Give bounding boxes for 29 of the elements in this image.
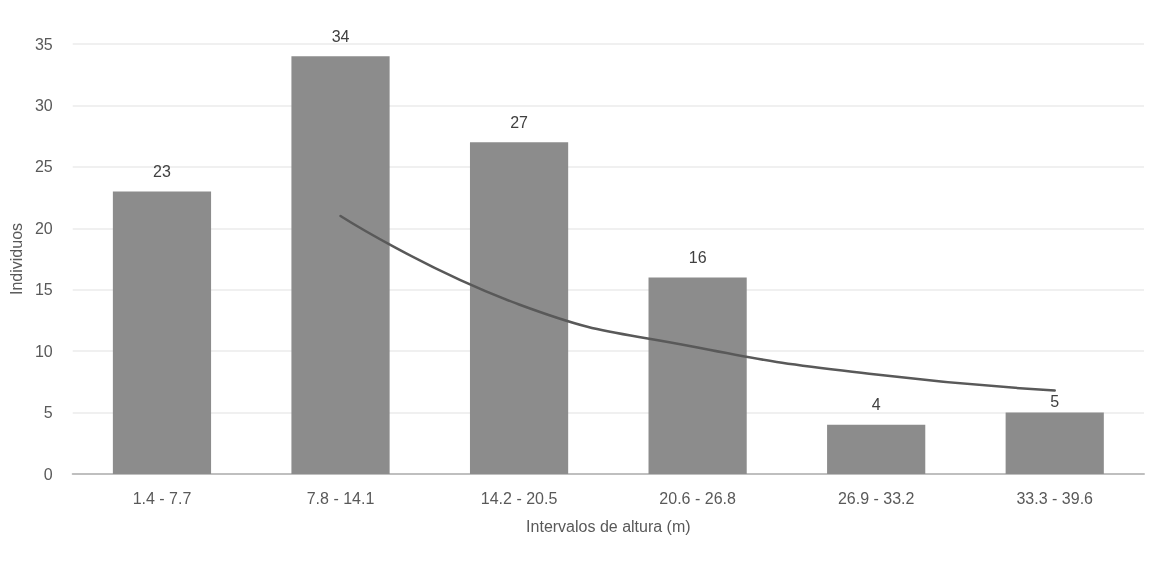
x-tick-label: 14.2 - 20.5 <box>480 489 558 507</box>
y-tick-label: 10 <box>34 342 53 360</box>
y-tick-label: 20 <box>34 219 53 237</box>
x-tick-label: 7.8 - 14.1 <box>306 489 375 507</box>
data-label: 16 <box>688 248 707 266</box>
x-tick-label: 1.4 - 7.7 <box>132 489 192 507</box>
bar <box>112 191 212 474</box>
y-tick-label: 30 <box>34 96 53 114</box>
x-tick-label: 26.9 - 33.2 <box>837 489 915 507</box>
line-series <box>339 214 1056 392</box>
data-label: 5 <box>1050 393 1060 411</box>
y-tick-label: 15 <box>34 281 53 299</box>
x-tick-label: 20.6 - 26.8 <box>659 489 736 507</box>
y-tick-label: 5 <box>43 404 53 422</box>
bar <box>827 424 926 474</box>
data-label: 23 <box>153 162 171 180</box>
bar <box>291 56 390 474</box>
x-axis-title: Intervalos de altura (m) <box>526 517 691 535</box>
y-axis-title: Individuos <box>7 222 25 296</box>
y-tick-label: 35 <box>34 35 53 53</box>
x-tick-label: 33.3 - 39.6 <box>1016 489 1094 507</box>
data-label: 34 <box>331 27 350 45</box>
bar <box>469 142 569 474</box>
bar <box>648 277 747 474</box>
data-label: 4 <box>871 396 881 414</box>
y-tick-label: 0 <box>43 465 53 483</box>
data-label: 27 <box>510 113 529 131</box>
y-tick-label: 25 <box>34 158 53 176</box>
bar <box>1005 412 1104 474</box>
